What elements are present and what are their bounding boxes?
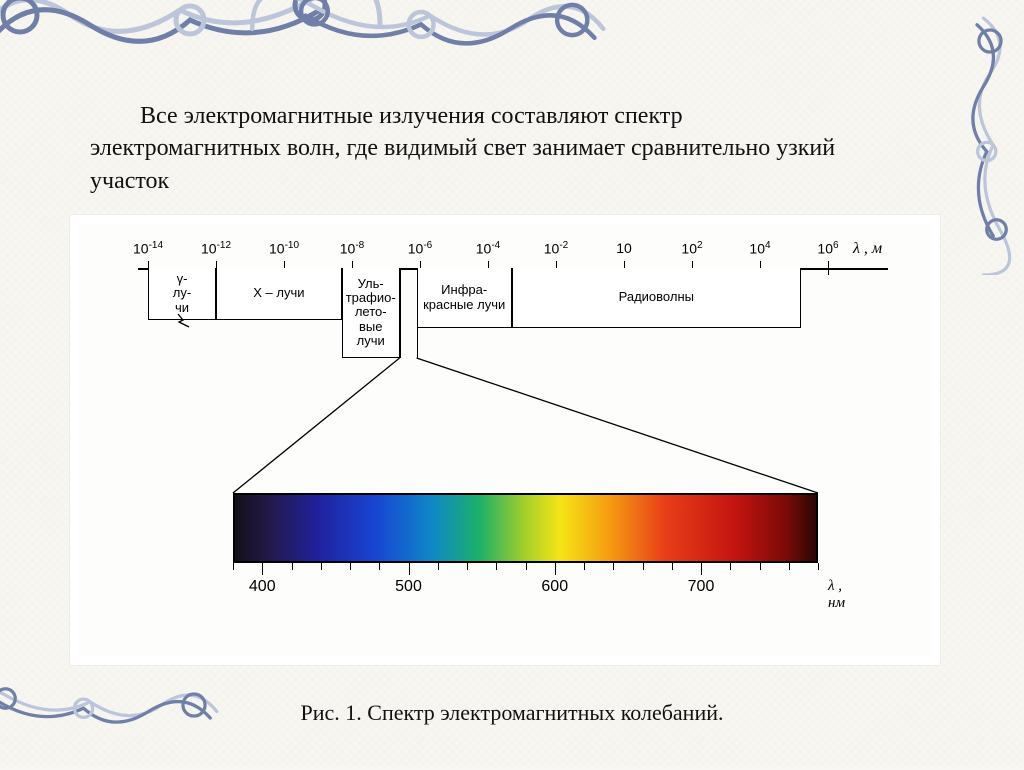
visible-axis-tick-minor [467, 563, 468, 570]
visible-axis-tick-minor [496, 563, 497, 570]
visible-axis-tick-minor [584, 563, 585, 570]
visible-axis-tick-minor [613, 563, 614, 570]
visible-axis-tick-label: 500 [395, 578, 422, 596]
visible-axis-tick-major [701, 563, 702, 575]
visible-axis-tick-minor [350, 563, 351, 570]
visible-axis-tick-label: 400 [249, 578, 276, 596]
visible-axis-tick-minor [233, 563, 234, 570]
figure-caption: Рис. 1. Спектр электромагнитных колебани… [0, 700, 1024, 726]
figure-container: 10-1410-1210-1010-810-610-410-2101021041… [70, 215, 940, 665]
figure-inner: 10-1410-1210-1010-810-610-410-2101021041… [78, 223, 932, 657]
visible-axis-tick-minor [818, 563, 819, 570]
visible-axis-tick-major [262, 563, 263, 575]
visible-spectrum: 400500600700λ , нм [233, 493, 818, 613]
visible-axis-label: λ , нм [828, 578, 845, 612]
visible-axis-tick-minor [760, 563, 761, 570]
visible-axis-tick-minor [789, 563, 790, 570]
visible-axis-tick-major [409, 563, 410, 575]
visible-spectrum-bar [233, 493, 818, 563]
visible-axis-tick-minor [730, 563, 731, 570]
visible-axis-tick-major [555, 563, 556, 575]
visible-axis-tick-minor [292, 563, 293, 570]
visible-axis-tick-minor [321, 563, 322, 570]
visible-axis-tick-label: 700 [688, 578, 715, 596]
visible-axis-tick-minor [672, 563, 673, 570]
intro-paragraph: Все электромагнитные излучения составляю… [90, 100, 850, 197]
visible-axis-tick-minor [438, 563, 439, 570]
visible-axis-tick-minor [643, 563, 644, 570]
visible-axis-tick-minor [526, 563, 527, 570]
visible-axis-tick-label: 600 [541, 578, 568, 596]
visible-axis-tick-minor [379, 563, 380, 570]
